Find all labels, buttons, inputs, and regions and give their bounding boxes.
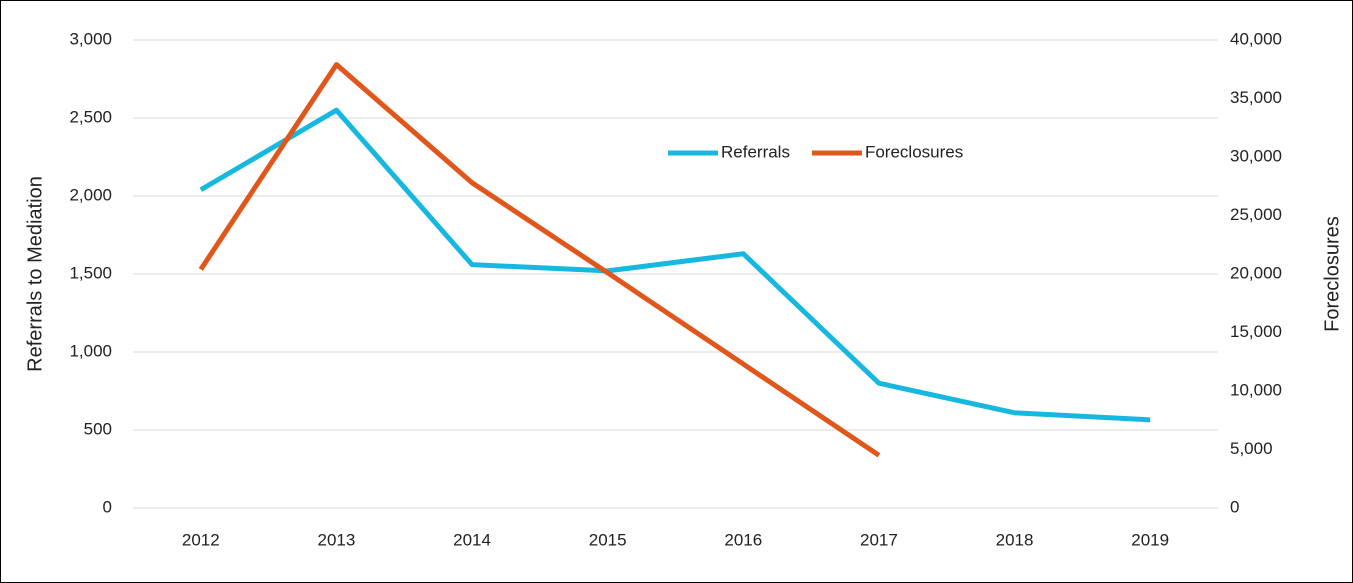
y2-tick-label: 20,000 xyxy=(1230,263,1282,282)
series-line xyxy=(198,62,881,458)
y2-tick-label: 10,000 xyxy=(1230,380,1282,399)
x-tick-label: 2019 xyxy=(1131,530,1169,549)
series-line xyxy=(199,107,1151,423)
x-tick-label: 2018 xyxy=(996,530,1034,549)
y-tick-label: 0 xyxy=(103,497,112,516)
y-tick-label: 1,000 xyxy=(69,341,112,360)
y2-tick-label: 35,000 xyxy=(1230,88,1282,107)
y2-axis-label: Foreclosures xyxy=(1321,216,1343,332)
y-tick-label: 2,000 xyxy=(69,185,112,204)
y-axis-label: Referrals to Mediation xyxy=(24,176,46,372)
y2-tick-label: 15,000 xyxy=(1230,322,1282,341)
y-tick-label: 500 xyxy=(84,419,112,438)
y2-tick-label: 40,000 xyxy=(1230,29,1282,48)
y-tick-label: 1,500 xyxy=(69,263,112,282)
y2-tick-label: 5,000 xyxy=(1230,439,1273,458)
x-tick-label: 2017 xyxy=(860,530,898,549)
y-tick-label: 3,000 xyxy=(69,29,112,48)
x-tick-label: 2012 xyxy=(182,530,220,549)
y2-tick-label: 30,000 xyxy=(1230,146,1282,165)
legend-label: Referrals xyxy=(721,142,790,161)
legend-label: Foreclosures xyxy=(865,142,963,161)
y-tick-label: 2,500 xyxy=(69,107,112,126)
y2-tick-label: 0 xyxy=(1230,497,1239,516)
x-tick-label: 2016 xyxy=(724,530,762,549)
y2-tick-label: 25,000 xyxy=(1230,205,1282,224)
x-tick-label: 2014 xyxy=(453,530,491,549)
x-tick-label: 2013 xyxy=(318,530,356,549)
x-tick-label: 2015 xyxy=(589,530,627,549)
